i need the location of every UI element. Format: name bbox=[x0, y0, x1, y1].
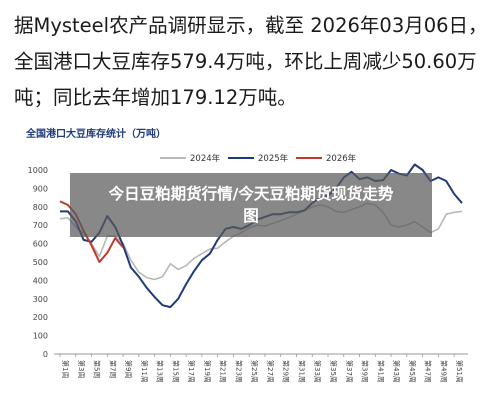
y-tick-label: 800 bbox=[33, 203, 48, 212]
x-tick-label: 第19周 bbox=[203, 360, 212, 383]
legend-label: 2025年 bbox=[258, 153, 289, 164]
chart-card: 全国港口大豆库存统计（万吨） 2024年 2025年 2026年 0 100 200 30… bbox=[10, 118, 490, 412]
x-tick-label: 第17周 bbox=[187, 360, 196, 383]
x-tick-label: 第1周 bbox=[61, 360, 70, 378]
y-tick-label: 600 bbox=[33, 240, 48, 249]
x-tick-label: 第15周 bbox=[171, 360, 180, 383]
article-paragraph: 据Mysteel农产品调研显示，截至 2026年03月06日，全国港口大豆库存5… bbox=[14, 14, 488, 109]
y-tick-label: 400 bbox=[33, 276, 48, 285]
x-tick-label: 第9周 bbox=[124, 360, 133, 378]
y-tick-label: 1000 bbox=[28, 166, 48, 175]
overlay-title: 今日豆粕期货行情/今天豆粕期货现货走势图 bbox=[108, 185, 394, 225]
x-tick-label: 第41周 bbox=[376, 360, 385, 383]
x-tick-label: 第37周 bbox=[345, 360, 354, 383]
x-tick-label: 第47周 bbox=[424, 360, 433, 383]
x-axis: 第1周 第3周 第5周 第7周 第9周 第11周 第13周 第15周 第17周 第19周 第21周第… bbox=[54, 353, 468, 383]
chart-legend: 2024年 2025年 2026年 bbox=[160, 153, 357, 164]
y-tick-label: 700 bbox=[33, 221, 48, 230]
x-tick-label: 第49周 bbox=[439, 360, 448, 383]
inventory-line-chart: 全国港口大豆库存统计（万吨） 2024年 2025年 2026年 0 100 200 30… bbox=[25, 127, 468, 383]
y-tick-label: 900 bbox=[33, 184, 48, 193]
x-tick-label: 第5周 bbox=[93, 360, 102, 378]
x-tick-label: 第13周 bbox=[156, 360, 165, 383]
x-tick-label: 第21周 bbox=[219, 360, 228, 383]
x-tick-label: 第31周 bbox=[297, 360, 306, 383]
x-tick-label: 第27周 bbox=[266, 360, 275, 383]
y-tick-label: 0 bbox=[43, 350, 48, 359]
x-tick-label: 第29周 bbox=[282, 360, 291, 383]
y-tick-label: 100 bbox=[33, 332, 48, 341]
x-tick-label: 第35周 bbox=[329, 360, 338, 383]
x-tick-label: 第3周 bbox=[77, 360, 86, 378]
x-tick-label: 第11周 bbox=[140, 360, 149, 383]
x-tick-label: 第25周 bbox=[250, 360, 259, 383]
y-tick-label: 500 bbox=[33, 258, 48, 267]
x-tick-label: 第39周 bbox=[361, 360, 370, 383]
legend-label: 2026年 bbox=[326, 153, 357, 164]
chart-title: 全国港口大豆库存统计（万吨） bbox=[25, 127, 166, 140]
overlay-banner: 今日豆粕期货行情/今天豆粕期货现货走势图 bbox=[70, 173, 432, 237]
x-tick-label: 第45周 bbox=[408, 360, 417, 383]
x-tick-label: 第23周 bbox=[234, 360, 243, 383]
x-tick-label: 第33周 bbox=[313, 360, 322, 383]
legend-label: 2024年 bbox=[190, 153, 221, 164]
y-tick-label: 200 bbox=[33, 313, 48, 322]
x-tick-label: 第51周 bbox=[455, 360, 464, 383]
x-tick-label: 第43周 bbox=[392, 360, 401, 383]
y-tick-label: 300 bbox=[33, 295, 48, 304]
y-axis-ticks: 0 100 200 300 400 500 600 700 800 900 1000 bbox=[28, 166, 48, 359]
x-tick-label: 第7周 bbox=[108, 360, 117, 378]
